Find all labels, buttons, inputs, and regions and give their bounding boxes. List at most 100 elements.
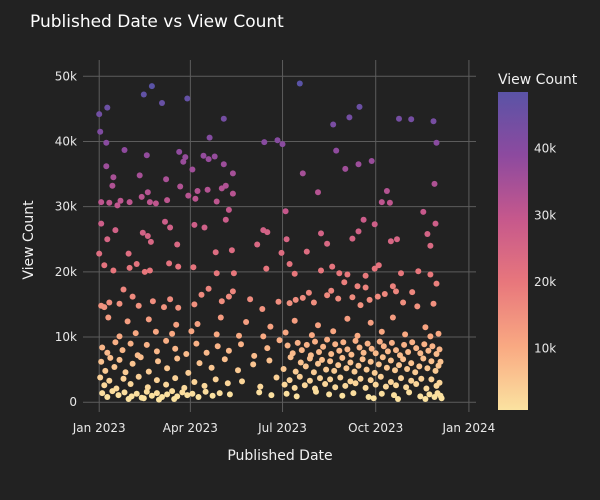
data-point — [305, 289, 312, 296]
data-point — [408, 377, 415, 384]
data-point — [98, 199, 105, 206]
data-point — [129, 360, 136, 367]
data-point — [137, 354, 144, 361]
data-point — [211, 153, 218, 160]
data-point — [335, 295, 342, 302]
data-point — [324, 292, 331, 299]
data-point — [408, 360, 415, 367]
data-point — [402, 331, 409, 338]
data-point — [404, 366, 411, 372]
ticks-layer: 0 10k 20k 30k 40k 50k Jan 2023 Apr 2023 Jul 2023… — [55, 69, 496, 435]
data-point — [364, 340, 371, 347]
colorbar-tick-label: 40k — [534, 142, 556, 156]
data-point — [200, 152, 207, 159]
data-point — [145, 368, 152, 375]
data-point — [120, 286, 127, 293]
data-point — [374, 293, 381, 300]
data-point — [201, 382, 208, 389]
data-point — [220, 161, 227, 168]
data-point — [326, 391, 333, 398]
data-point — [225, 293, 232, 300]
data-point — [433, 139, 440, 146]
data-point — [163, 337, 170, 344]
data-point — [302, 363, 309, 370]
data-point — [188, 328, 195, 335]
data-point — [127, 381, 134, 387]
data-point — [299, 294, 306, 301]
data-point — [387, 357, 394, 364]
data-point — [138, 193, 145, 200]
data-point — [308, 332, 315, 339]
data-point — [332, 384, 339, 391]
data-point — [349, 294, 356, 301]
data-point — [189, 390, 196, 397]
data-point — [125, 396, 132, 402]
data-point — [371, 369, 378, 376]
x-axis-title: Published Date — [227, 448, 332, 464]
data-point — [278, 249, 285, 256]
data-point — [387, 238, 394, 245]
data-point — [143, 152, 150, 159]
data-point — [180, 158, 187, 165]
data-point — [393, 382, 399, 389]
data-point — [169, 330, 176, 337]
data-point — [315, 360, 321, 367]
data-point — [107, 354, 114, 361]
data-point — [425, 347, 432, 354]
data-point — [171, 396, 178, 402]
data-point — [126, 264, 133, 271]
data-point — [396, 362, 402, 369]
data-point — [221, 356, 228, 363]
data-point — [343, 365, 350, 372]
data-point — [329, 263, 336, 270]
data-point — [153, 390, 160, 397]
y-tick-label: 50k — [55, 69, 77, 83]
data-point — [417, 350, 424, 357]
data-point — [327, 376, 334, 383]
x-tick-label: Oct 2023 — [348, 421, 403, 435]
data-point — [224, 380, 231, 387]
data-point — [432, 220, 439, 227]
data-point — [120, 375, 127, 382]
data-point — [426, 391, 433, 398]
data-point — [105, 314, 112, 321]
data-point — [106, 299, 113, 306]
data-point — [283, 236, 290, 243]
data-point — [110, 267, 117, 274]
data-point — [340, 339, 347, 346]
data-point — [177, 183, 184, 190]
data-point — [335, 362, 342, 369]
data-point — [386, 199, 393, 206]
data-point — [362, 384, 369, 391]
data-point — [176, 148, 183, 155]
data-point — [220, 115, 227, 122]
data-point — [320, 343, 327, 350]
y-tick-label: 40k — [55, 134, 77, 148]
data-point — [264, 345, 271, 352]
data-point — [424, 231, 431, 237]
data-point — [97, 128, 104, 135]
x-tick-label: Jan 2023 — [72, 421, 126, 435]
data-point — [418, 375, 425, 382]
data-point — [116, 333, 123, 340]
data-point — [192, 195, 199, 202]
data-point — [132, 330, 139, 337]
data-point — [372, 350, 379, 357]
data-point — [375, 361, 382, 368]
data-point — [392, 367, 398, 374]
data-point — [273, 374, 280, 381]
data-point — [229, 190, 236, 197]
data-point — [236, 332, 242, 339]
data-point — [292, 296, 299, 303]
data-point — [144, 233, 151, 239]
data-point — [283, 390, 290, 397]
data-point — [191, 379, 198, 385]
data-point — [99, 344, 106, 351]
data-point — [296, 80, 303, 87]
data-point — [104, 236, 111, 243]
data-point — [228, 247, 235, 254]
data-point — [388, 339, 395, 346]
data-point — [430, 300, 437, 307]
data-point — [133, 390, 140, 397]
data-point — [377, 373, 384, 380]
